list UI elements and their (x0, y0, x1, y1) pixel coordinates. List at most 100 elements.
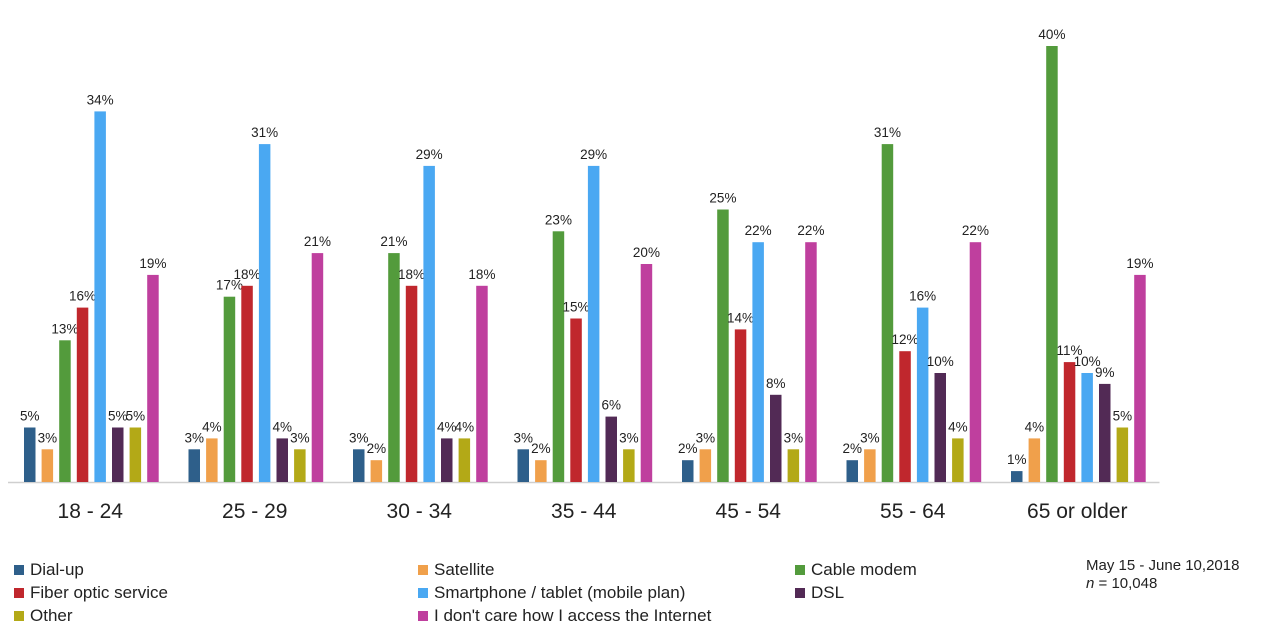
data-label: 22% (962, 223, 989, 238)
bar (570, 318, 582, 482)
legend-label: Fiber optic service (30, 583, 168, 602)
bar (952, 438, 964, 482)
data-label: 22% (745, 223, 772, 238)
data-label: 5% (1113, 409, 1133, 424)
data-label: 11% (1057, 343, 1083, 358)
data-label: 3% (513, 430, 533, 445)
data-label: 3% (784, 430, 804, 445)
bar (112, 427, 124, 482)
data-label: 2% (678, 441, 698, 456)
legend-label: I don't care how I access the Internet (434, 606, 712, 625)
x-tick-label: 65 or older (1027, 500, 1127, 523)
data-label: 16% (909, 289, 936, 304)
data-label: 3% (38, 430, 58, 445)
legend-label: Other (30, 606, 73, 625)
legend-label: Satellite (434, 560, 495, 579)
bar (717, 209, 729, 482)
legend-swatch (418, 588, 428, 598)
bar (934, 373, 946, 482)
bar (682, 460, 694, 482)
bar (423, 165, 435, 482)
survey-sample-size: n = 10,048 (1086, 575, 1239, 593)
legend-item: Dial-up (14, 560, 84, 580)
bar (188, 449, 200, 482)
data-label: 3% (619, 430, 639, 445)
data-label: 1% (1007, 452, 1027, 467)
data-label: 3% (860, 430, 880, 445)
data-label: 31% (874, 125, 901, 140)
bar (587, 165, 600, 482)
bar (699, 449, 712, 482)
bar (899, 351, 911, 482)
bar (294, 449, 306, 482)
data-label: 4% (437, 419, 457, 434)
legend-swatch (14, 611, 24, 621)
bar (129, 427, 142, 482)
bar (1046, 46, 1058, 482)
bar (311, 253, 324, 482)
data-label: 14% (727, 310, 754, 325)
bar (94, 111, 106, 483)
data-label: 19% (1126, 256, 1153, 271)
sample-size-value: = 10,048 (1094, 575, 1158, 592)
bar (552, 231, 565, 482)
bar (1099, 383, 1111, 482)
bar (206, 438, 218, 482)
data-label: 4% (202, 419, 222, 434)
bar (1081, 373, 1093, 482)
grouped-bar-chart: 5%3%13%16%34%5%5%19%18 - 243%4%17%18%31%… (8, 27, 1160, 523)
bar (770, 394, 782, 482)
data-label: 5% (126, 409, 146, 424)
bar (24, 427, 36, 482)
legend-item: Other (14, 606, 73, 626)
data-label: 18% (234, 267, 261, 282)
bar (1134, 274, 1146, 482)
bar (41, 449, 54, 482)
survey-note: May 15 - June 10,2018 n = 10,048 (1086, 557, 1239, 593)
x-tick-label: 18 - 24 (58, 500, 124, 523)
chart-legend: Dial-up Satellite Cable modem Fiber optic s… (14, 560, 1054, 626)
bar (1011, 471, 1023, 482)
data-label: 15% (563, 300, 590, 315)
legend-item: DSL (795, 583, 844, 603)
data-label: 4% (272, 419, 292, 434)
data-label: 5% (108, 409, 128, 424)
x-tick-label: 25 - 29 (222, 500, 287, 523)
data-label: 3% (349, 430, 369, 445)
bar (59, 340, 71, 482)
legend-item: Smartphone / tablet (mobile plan) (418, 583, 685, 603)
bar (787, 449, 800, 482)
legend-item: I don't care how I access the Internet (418, 606, 711, 626)
data-label: 18% (468, 267, 495, 282)
data-label: 13% (51, 321, 78, 336)
data-label: 19% (139, 256, 166, 271)
data-label: 4% (948, 419, 968, 434)
legend-label: Cable modem (811, 560, 917, 579)
x-tick-label: 35 - 44 (551, 500, 617, 523)
bar (623, 449, 635, 482)
data-label: 10% (927, 354, 954, 369)
data-label: 2% (367, 441, 387, 456)
bar (258, 144, 271, 482)
data-label: 40% (1038, 27, 1065, 42)
data-label: 3% (696, 430, 716, 445)
legend-item: Cable modem (795, 560, 917, 580)
legend-swatch (14, 588, 24, 598)
bar (388, 253, 400, 482)
x-tick-label: 55 - 64 (880, 500, 946, 523)
bar (517, 449, 529, 482)
legend-item: Satellite (418, 560, 494, 580)
bar (370, 460, 383, 482)
bar (147, 274, 159, 482)
data-label: 29% (580, 147, 607, 162)
data-label: 6% (601, 398, 621, 413)
data-label: 9% (1095, 365, 1115, 380)
data-label: 10% (1074, 354, 1101, 369)
bar (805, 242, 817, 482)
bar (476, 285, 488, 482)
bar (1116, 427, 1129, 482)
data-label: 21% (380, 234, 407, 249)
legend-swatch (418, 611, 428, 621)
legend-swatch (795, 565, 805, 575)
bar (458, 438, 471, 482)
